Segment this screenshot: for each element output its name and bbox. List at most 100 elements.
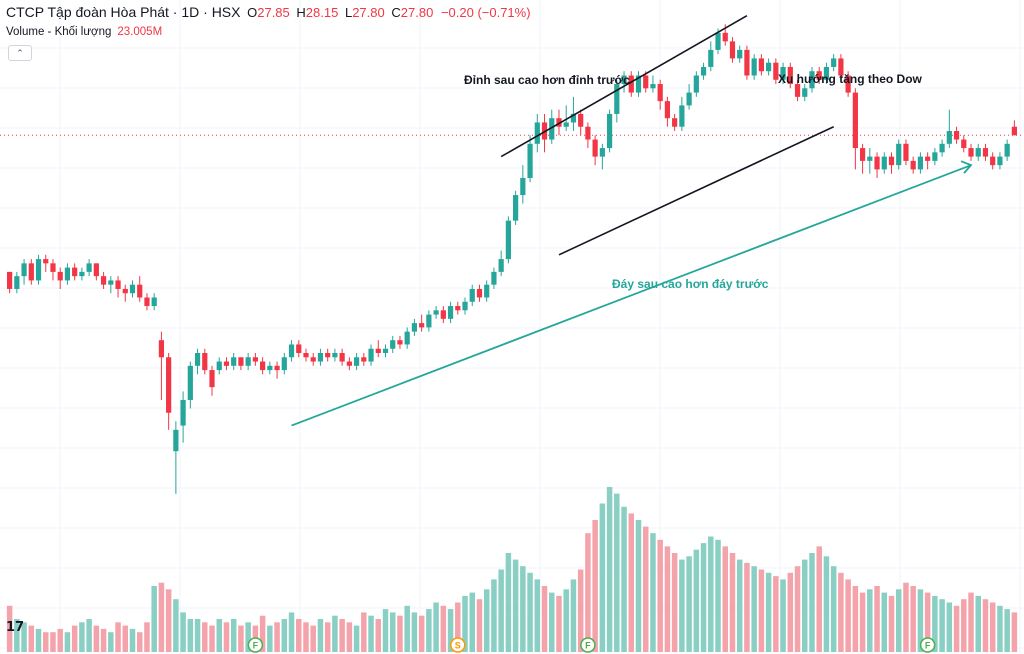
candle-body xyxy=(845,75,851,93)
low-value: 27.80 xyxy=(352,5,385,20)
volume-bar xyxy=(469,592,475,652)
candle-body xyxy=(180,399,186,426)
candle-body xyxy=(390,340,396,349)
candle-body xyxy=(946,131,952,144)
candle-body xyxy=(700,66,707,76)
candle-body xyxy=(737,49,743,59)
candle-body xyxy=(549,118,555,140)
tradingview-logo[interactable]: 17 xyxy=(6,620,25,635)
candle-body xyxy=(491,271,497,285)
candle-body xyxy=(440,310,446,319)
volume-bar xyxy=(209,625,215,652)
volume-bar xyxy=(353,625,360,652)
candle-body xyxy=(744,49,750,76)
volume-bar xyxy=(122,625,129,652)
candle-body xyxy=(274,365,280,371)
volume-bar xyxy=(1004,609,1010,652)
candle-body xyxy=(556,118,562,127)
candle-body xyxy=(968,148,974,157)
candle-body xyxy=(14,276,20,289)
candle-body xyxy=(578,113,584,127)
volume-bar xyxy=(888,595,895,652)
volume-bar xyxy=(115,622,121,652)
volume-bar xyxy=(274,622,280,652)
candle-body xyxy=(657,84,663,102)
candle-body xyxy=(194,353,201,366)
candle-body xyxy=(252,357,258,362)
volume-bar xyxy=(859,592,866,652)
candle-body xyxy=(802,88,808,97)
marker-label: F xyxy=(925,641,931,651)
close-label: C xyxy=(391,5,401,20)
financial-marker-icon xyxy=(580,637,596,653)
volume-bar xyxy=(382,609,389,652)
candle-body xyxy=(982,148,989,157)
volume-bar xyxy=(216,619,222,652)
volume-bar xyxy=(79,622,85,652)
volume-bar xyxy=(614,493,620,652)
candle-body xyxy=(296,344,302,353)
volume-bar xyxy=(671,553,678,652)
candle-body xyxy=(447,306,454,319)
candle-body xyxy=(35,259,42,281)
candle-body xyxy=(433,310,439,315)
volume-bar xyxy=(715,539,721,652)
high-label: H xyxy=(296,5,306,20)
collapse-legend-button[interactable]: ⌃ xyxy=(8,45,32,61)
candle-body xyxy=(462,301,468,311)
volume-bar xyxy=(577,569,584,652)
candle-body xyxy=(809,71,815,89)
candle-body xyxy=(281,357,287,371)
volume-bar xyxy=(686,556,692,652)
candle-body xyxy=(838,58,844,76)
uptrend-line xyxy=(291,164,972,427)
candle-body xyxy=(672,118,678,127)
candle-body xyxy=(411,323,418,332)
candle-body xyxy=(794,84,801,97)
candle-body xyxy=(151,297,157,307)
candle-body xyxy=(939,143,945,153)
volume-bar xyxy=(93,625,100,652)
candle-body xyxy=(910,160,916,170)
candle-body xyxy=(79,271,85,277)
candle-body xyxy=(260,361,266,371)
candle-body xyxy=(867,156,873,161)
candle-body xyxy=(881,156,887,170)
volume-bar xyxy=(592,520,598,652)
volume-bar xyxy=(845,579,851,652)
candle-body xyxy=(28,263,34,281)
volume-bar xyxy=(151,586,157,652)
candle-body xyxy=(108,280,114,285)
candle-body xyxy=(303,353,309,358)
volume-bar xyxy=(223,622,230,652)
candle-body xyxy=(209,370,215,388)
candle-body xyxy=(527,143,533,178)
candle-body xyxy=(382,348,389,353)
candle-body xyxy=(534,122,540,144)
candle-body xyxy=(57,271,63,281)
volume-bar xyxy=(259,615,266,652)
volume-bar xyxy=(173,599,179,652)
volume-bar xyxy=(693,549,700,652)
candle-body xyxy=(419,323,425,328)
volume-bar xyxy=(751,566,757,652)
volume-bar xyxy=(389,612,396,652)
volume-bar xyxy=(968,592,974,652)
volume-bar xyxy=(28,625,35,652)
volume-bar xyxy=(585,533,591,652)
candle-body xyxy=(708,49,714,67)
candle-body xyxy=(643,75,649,89)
candle-body xyxy=(758,58,764,72)
volume-bar xyxy=(455,602,461,652)
volume-bar xyxy=(303,622,309,652)
candle-body xyxy=(816,71,822,80)
candle-body xyxy=(686,92,692,106)
candle-body xyxy=(896,143,902,166)
candle-body xyxy=(780,66,786,80)
volume-bar xyxy=(924,592,931,652)
candle-body xyxy=(368,348,374,362)
volume-bar xyxy=(165,589,172,652)
volume-bar xyxy=(129,628,136,652)
candle-body xyxy=(238,357,244,366)
